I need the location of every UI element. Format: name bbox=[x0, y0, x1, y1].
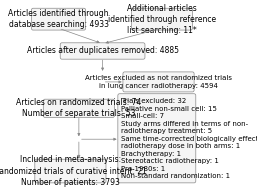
Text: Additional articles
identified through reference
list searching: 11*: Additional articles identified through r… bbox=[108, 4, 216, 35]
FancyBboxPatch shape bbox=[123, 72, 194, 92]
FancyBboxPatch shape bbox=[118, 94, 196, 183]
Text: Articles after duplicates removed: 4885: Articles after duplicates removed: 4885 bbox=[26, 46, 179, 55]
FancyBboxPatch shape bbox=[60, 43, 145, 59]
Text: Included in meta-analysis:
Randomized trials of curative intent: 21
Number of pa: Included in meta-analysis: Randomized tr… bbox=[0, 155, 147, 187]
Text: Articles on randomized trials: 74
Number of separate trials: 53: Articles on randomized trials: 74 Number… bbox=[16, 98, 142, 118]
FancyBboxPatch shape bbox=[131, 8, 192, 30]
Text: Articles excluded as not randomized trials
in lung cancer radiotherapy: 4594: Articles excluded as not randomized tria… bbox=[85, 75, 232, 89]
Text: Trials excluded: 32
Palliative non-small cell: 15
Small-cell: 7
Study arms diffe: Trials excluded: 32 Palliative non-small… bbox=[121, 98, 257, 179]
FancyBboxPatch shape bbox=[43, 99, 114, 117]
FancyBboxPatch shape bbox=[35, 159, 106, 183]
Text: Articles identified through
database searching: 4933: Articles identified through database sea… bbox=[8, 9, 109, 29]
FancyBboxPatch shape bbox=[31, 8, 86, 30]
